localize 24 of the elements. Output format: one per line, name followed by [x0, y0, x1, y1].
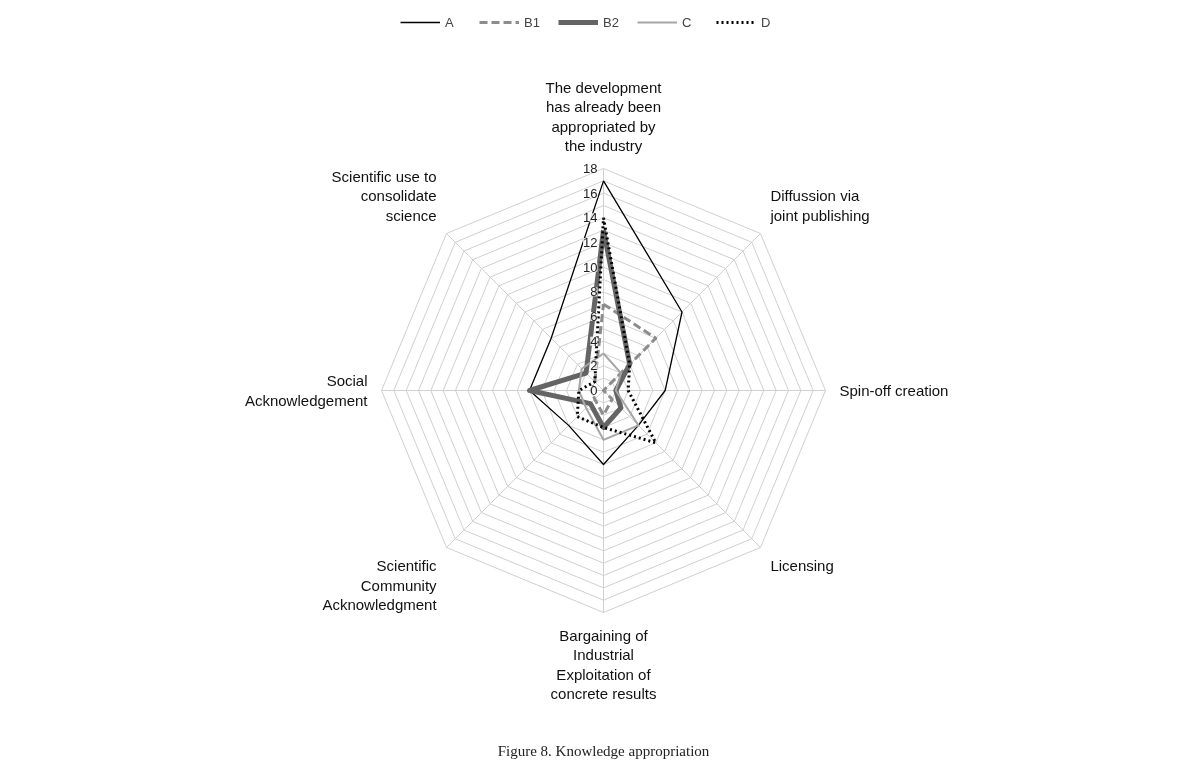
y-tick-label: 8: [590, 284, 598, 300]
y-tick-label: 2: [590, 358, 598, 374]
y-tick-label: 14: [583, 210, 598, 226]
spoke-label: Licensing: [770, 557, 834, 575]
y-tick-label: 12: [583, 235, 598, 250]
spoke-label: Social Acknowledgement: [244, 372, 369, 409]
spoke-label: Diffussion via joint publishing: [769, 187, 870, 224]
spoke-label: The development has already been appropriated by the industry: [545, 78, 663, 155]
legend-label: C: [682, 14, 693, 30]
legend-label: D: [761, 14, 772, 30]
spoke-label: Spin-off creation: [839, 382, 949, 399]
spoke-label: Bargaining of Industrial Exploitation of concrete results: [550, 626, 657, 703]
y-tick-label: 0: [590, 383, 598, 398]
y-tick-label: 4: [590, 333, 598, 349]
spoke-label: Scientific Community Acknowledgment: [322, 557, 438, 614]
y-tick-label: 10: [583, 259, 598, 275]
y-tick-label: 6: [590, 309, 598, 324]
y-tick-label: 18: [583, 161, 598, 176]
y-tick-label: 16: [583, 185, 598, 201]
legend-label: A: [445, 14, 455, 30]
legend-label: B2: [603, 14, 620, 30]
spoke-label: Scientific use to consolidate science: [331, 167, 437, 224]
legend-label: B1: [524, 14, 541, 30]
caption: Figure 8. Knowledge appropriation: [497, 742, 710, 759]
